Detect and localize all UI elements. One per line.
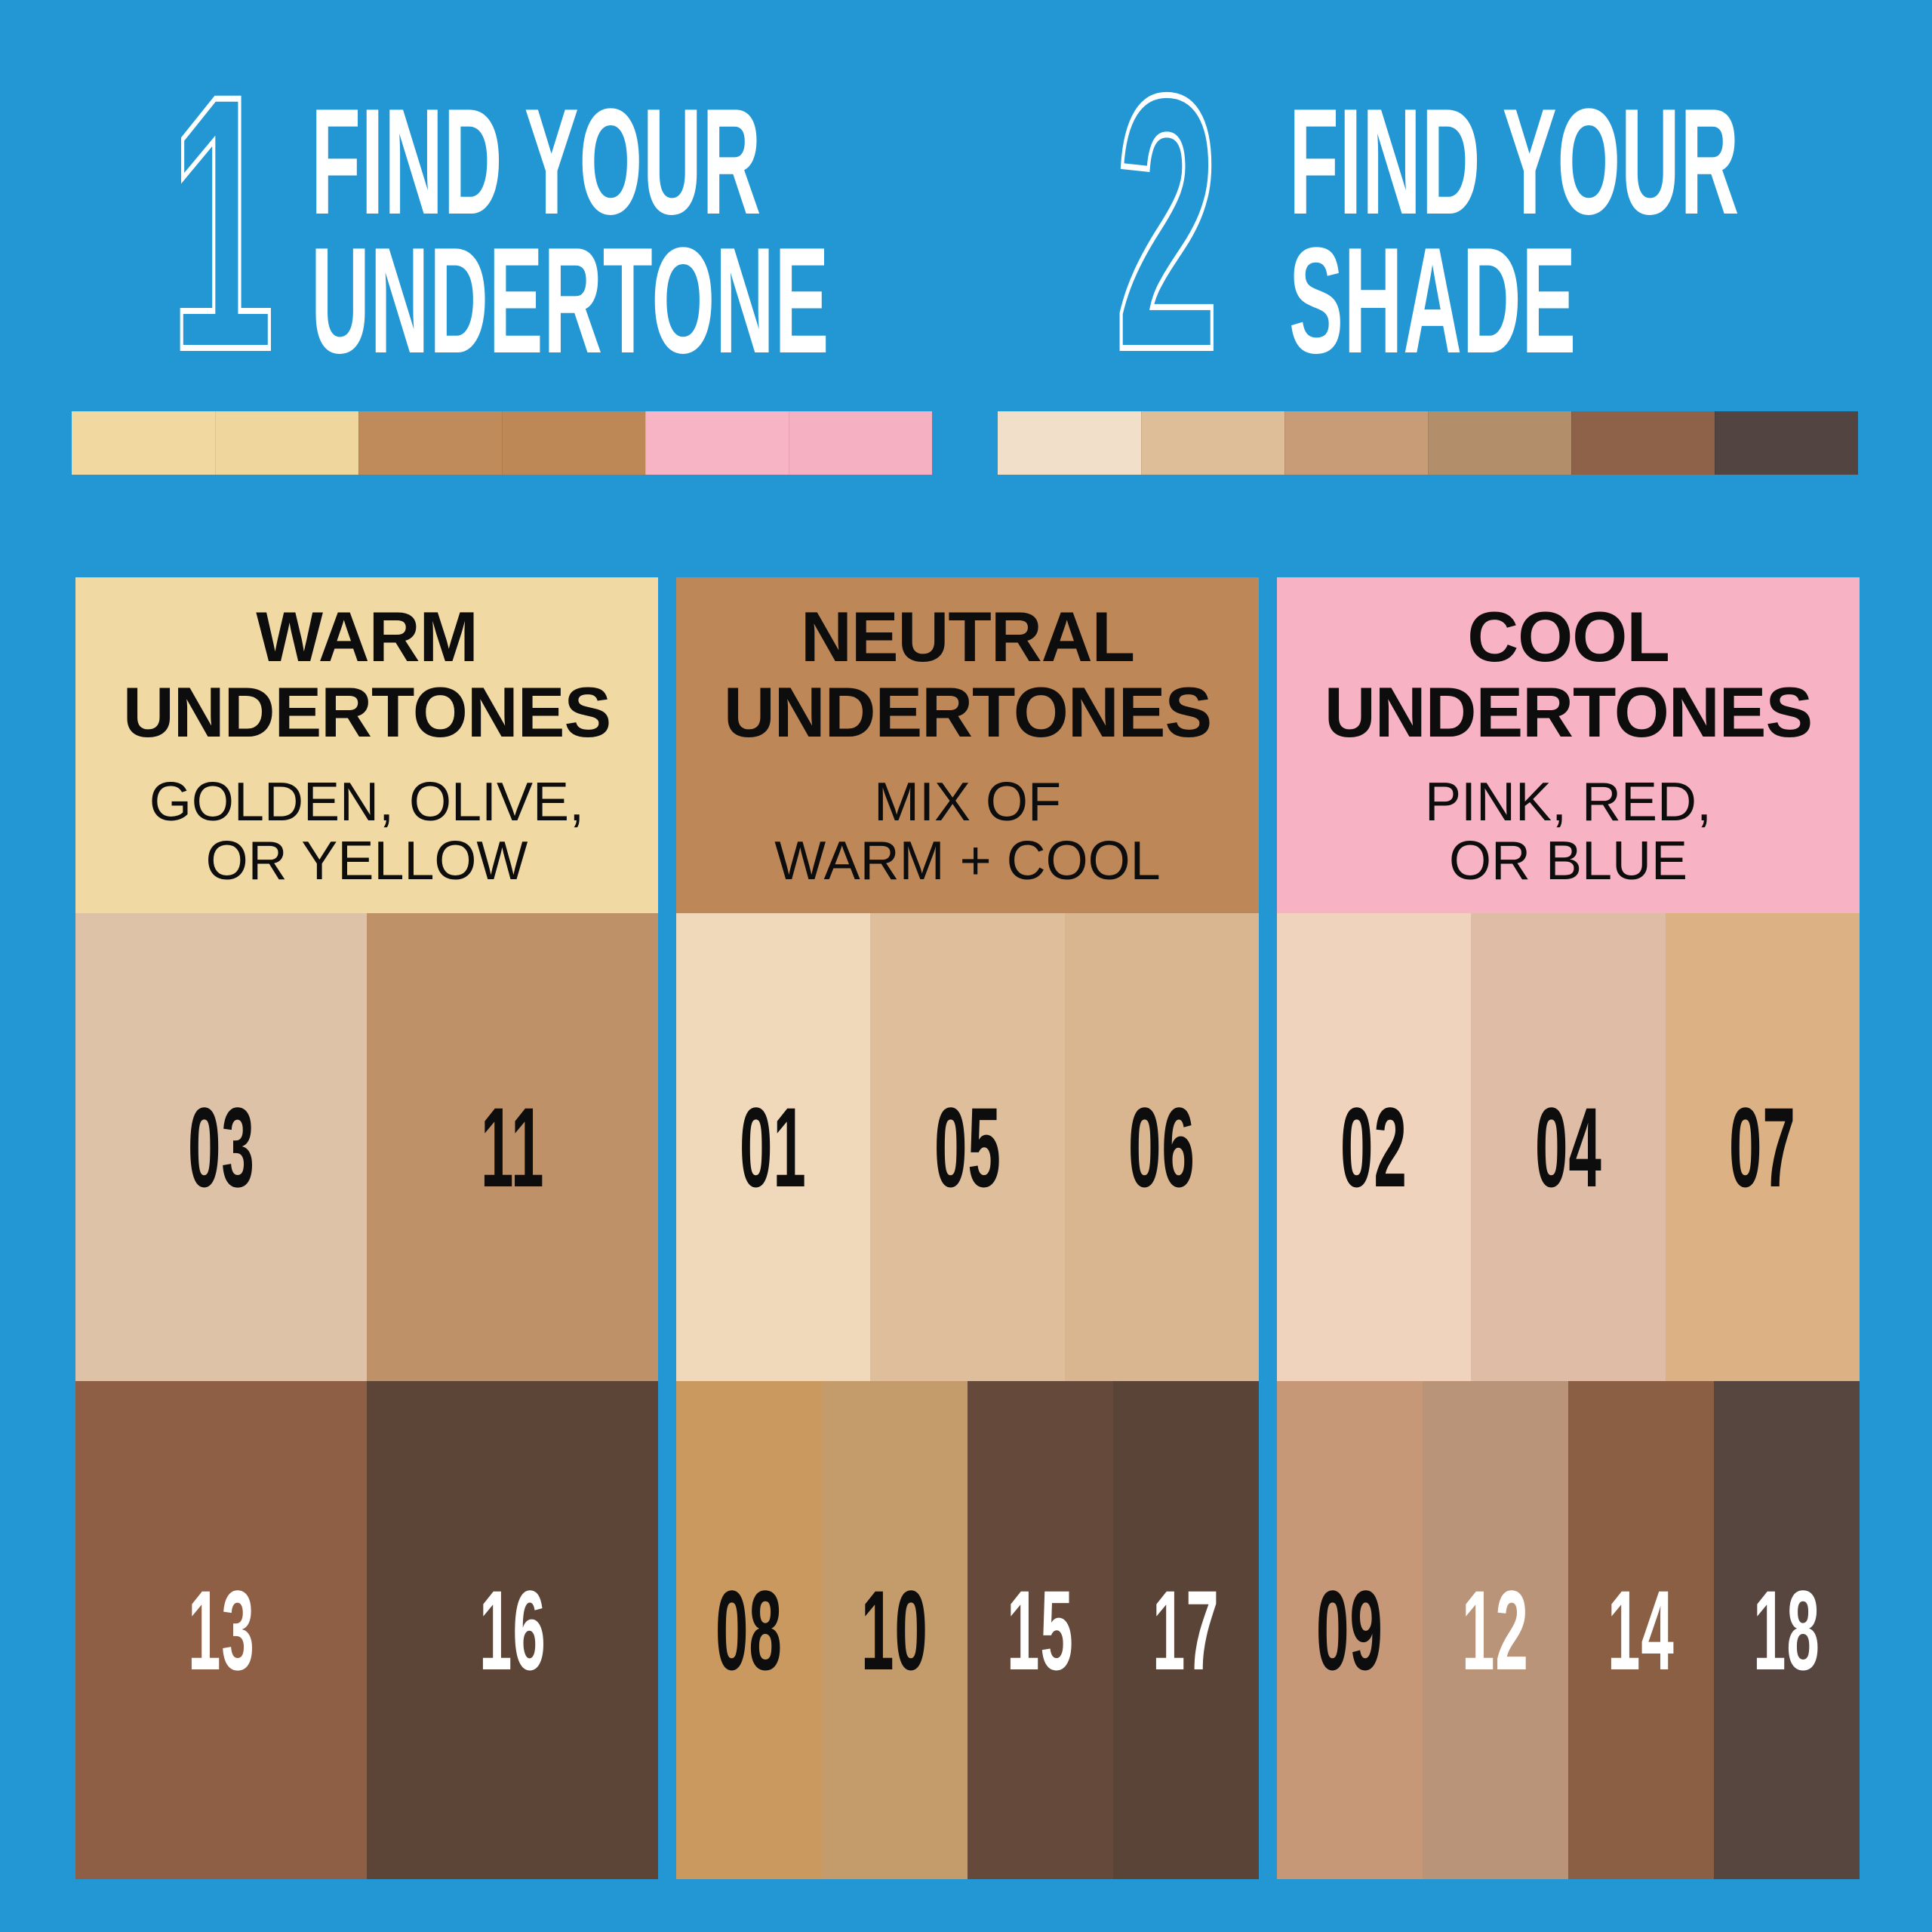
shade-number-12: 12 — [1462, 1567, 1529, 1694]
panel-neutral-title: NEUTRAL UNDERTONES — [723, 597, 1212, 752]
panel-neutral-subtitle-line-1: MIX OF — [873, 772, 1061, 833]
panel-cool-title: COOL UNDERTONES — [1324, 597, 1813, 752]
shade-swatch-11: 11 — [367, 913, 658, 1381]
step-1-number: 1 — [168, 20, 276, 425]
undertone-color-strip-segment-1 — [72, 411, 215, 475]
shade-number-04: 04 — [1534, 1084, 1602, 1211]
undertone-color-strip-segment-4 — [502, 411, 645, 475]
panel-warm-title: WARM UNDERTONES — [123, 599, 611, 749]
shade-number-07: 07 — [1728, 1084, 1796, 1211]
panel-warm-undertones: WARM UNDERTONES GOLDEN, OLIVE, OR YELLOW… — [75, 577, 658, 1879]
shade-swatch-13: 13 — [75, 1381, 367, 1879]
shade-number-18: 18 — [1753, 1567, 1820, 1694]
panel-cool-subtitle-line-2: OR BLUE — [1448, 831, 1688, 892]
shade-number-10: 10 — [861, 1567, 928, 1694]
shade-swatch-03: 03 — [75, 913, 367, 1381]
step-2-heading: FIND YOUR SHADE — [1289, 78, 1740, 385]
undertone-color-strip-segment-2 — [215, 411, 358, 475]
step-1-heading-line-1: FIND YOUR — [311, 78, 761, 246]
panel-warm-title-line-2: UNDERTONES — [122, 672, 611, 752]
panel-cool-undertones: COOL UNDERTONES PINK, RED, OR BLUE 02 04 0… — [1277, 577, 1860, 1879]
panel-neutral-undertones: NEUTRAL UNDERTONES MIX OF WARM + COOL 01… — [676, 577, 1259, 1879]
panel-warm-light-shade-row: 03 11 — [75, 913, 658, 1381]
shade-number-05: 05 — [934, 1084, 1001, 1211]
undertone-color-strip-segment-6 — [789, 411, 932, 475]
shade-swatch-09: 09 — [1277, 1381, 1423, 1879]
shade-number-15: 15 — [1007, 1567, 1074, 1694]
panel-warm-dark-shade-row: 13 16 — [75, 1381, 658, 1879]
shade-swatch-02: 02 — [1277, 913, 1472, 1381]
shade-swatch-15: 15 — [968, 1381, 1113, 1879]
panel-cool-title-line-1: COOL — [1467, 597, 1670, 677]
shade-swatch-07: 07 — [1665, 913, 1860, 1381]
shade-color-strip-segment-2 — [1141, 411, 1284, 475]
panel-warm-subtitle-line-1: GOLDEN, OLIVE, — [149, 772, 585, 833]
step-2-number: 2 — [1113, 20, 1221, 425]
shade-swatch-14: 14 — [1568, 1381, 1714, 1879]
panel-neutral-subtitle-line-2: WARM + COOL — [774, 831, 1161, 892]
shade-swatch-06: 06 — [1064, 913, 1259, 1381]
panel-cool-subtitle: PINK, RED, OR BLUE — [1425, 774, 1712, 891]
panel-neutral-title-line-1: NEUTRAL — [800, 597, 1135, 677]
shade-swatch-08: 08 — [676, 1381, 822, 1879]
shade-swatch-05: 05 — [870, 913, 1065, 1381]
panel-warm-title-line-1: WARM — [256, 597, 478, 677]
shade-number-14: 14 — [1607, 1567, 1675, 1694]
panel-neutral-subtitle: MIX OF WARM + COOL — [774, 774, 1160, 891]
panel-cool-dark-shade-row: 09 12 14 18 — [1277, 1381, 1860, 1879]
panel-cool-subtitle-line-1: PINK, RED, — [1424, 772, 1712, 833]
shade-swatch-10: 10 — [822, 1381, 968, 1879]
shade-swatch-18: 18 — [1714, 1381, 1860, 1879]
shade-number-02: 02 — [1340, 1084, 1408, 1211]
panel-cool-light-shade-row: 02 04 07 — [1277, 913, 1860, 1381]
shade-number-01: 01 — [740, 1084, 808, 1211]
panel-neutral-header: NEUTRAL UNDERTONES MIX OF WARM + COOL — [676, 577, 1259, 913]
undertone-color-strip-segment-5 — [645, 411, 789, 475]
shade-number-13: 13 — [187, 1567, 255, 1694]
shade-color-strip-segment-1 — [998, 411, 1141, 475]
panel-warm-subtitle-line-2: OR YELLOW — [205, 831, 528, 892]
shade-color-strip-segment-5 — [1571, 411, 1715, 475]
panel-cool-title-line-2: UNDERTONES — [1324, 672, 1813, 752]
panel-neutral-dark-shade-row: 08 10 15 17 — [676, 1381, 1259, 1879]
shade-color-strip-segment-6 — [1715, 411, 1858, 475]
shade-number-16: 16 — [478, 1567, 546, 1694]
shade-number-08: 08 — [715, 1567, 783, 1694]
shade-number-09: 09 — [1316, 1567, 1383, 1694]
shade-swatch-12: 12 — [1423, 1381, 1568, 1879]
undertone-color-strip — [72, 411, 932, 475]
shade-number-17: 17 — [1152, 1567, 1220, 1694]
shade-color-strip-segment-3 — [1284, 411, 1428, 475]
panel-warm-subtitle: GOLDEN, OLIVE, OR YELLOW — [149, 774, 584, 891]
shade-color-strip-segment-4 — [1428, 411, 1571, 475]
step-1-heading-line-2: UNDERTONE — [311, 217, 829, 385]
shade-swatch-17: 17 — [1113, 1381, 1259, 1879]
step-2-heading-line-1: FIND YOUR — [1289, 78, 1740, 246]
panel-neutral-light-shade-row: 01 05 06 — [676, 913, 1259, 1381]
shade-number-06: 06 — [1128, 1084, 1195, 1211]
shade-swatch-16: 16 — [367, 1381, 658, 1879]
shade-color-strip — [998, 411, 1858, 475]
panel-cool-header: COOL UNDERTONES PINK, RED, OR BLUE — [1277, 577, 1860, 913]
panel-warm-header: WARM UNDERTONES GOLDEN, OLIVE, OR YELLOW — [75, 577, 658, 913]
undertone-color-strip-segment-3 — [358, 411, 502, 475]
shade-swatch-04: 04 — [1471, 913, 1666, 1381]
shade-swatch-01: 01 — [676, 913, 871, 1381]
step-2-heading-line-2: SHADE — [1289, 217, 1577, 385]
panel-neutral-title-line-2: UNDERTONES — [723, 672, 1212, 752]
step-1-heading: FIND YOUR UNDERTONE — [311, 78, 829, 385]
shade-number-11: 11 — [480, 1084, 545, 1211]
shade-number-03: 03 — [187, 1084, 255, 1211]
